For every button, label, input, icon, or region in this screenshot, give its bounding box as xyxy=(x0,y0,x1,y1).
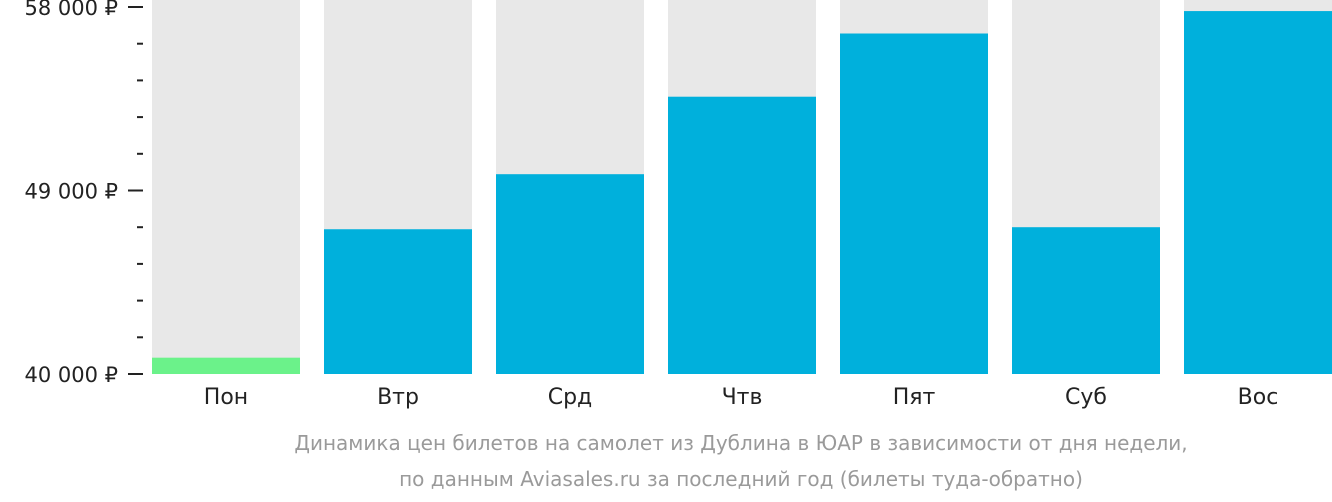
bar-1 xyxy=(152,357,300,374)
y-tick-label: 58 000 ₽ xyxy=(24,0,118,20)
bar-2 xyxy=(324,229,472,374)
chart-caption-line-2: по данным Aviasales.ru за последний год … xyxy=(399,467,1083,491)
y-tick-label: 40 000 ₽ xyxy=(24,363,118,387)
chart-caption-line-1: Динамика цен билетов на самолет из Дубли… xyxy=(294,431,1188,455)
bar-5 xyxy=(840,33,988,374)
x-tick-label: Чтв xyxy=(722,385,763,410)
price-chart: Пон Втр Срд Чтв Пят Суб Вос 40 000 ₽ 49 000 ₽ 58 … xyxy=(24,0,1332,410)
y-tick-label: 49 000 ₽ xyxy=(24,180,118,204)
x-tick-label: Вос xyxy=(1238,385,1279,410)
x-tick-label: Суб xyxy=(1065,385,1107,410)
bar-6 xyxy=(1012,227,1160,374)
bar-3 xyxy=(496,174,644,374)
bar-7 xyxy=(1184,11,1332,374)
x-tick-label: Втр xyxy=(377,385,419,410)
x-tick-label: Пон xyxy=(204,385,248,410)
bar-4 xyxy=(668,96,816,374)
bar-background xyxy=(152,0,300,374)
x-tick-label: Срд xyxy=(548,385,593,410)
x-tick-label: Пят xyxy=(893,385,936,410)
